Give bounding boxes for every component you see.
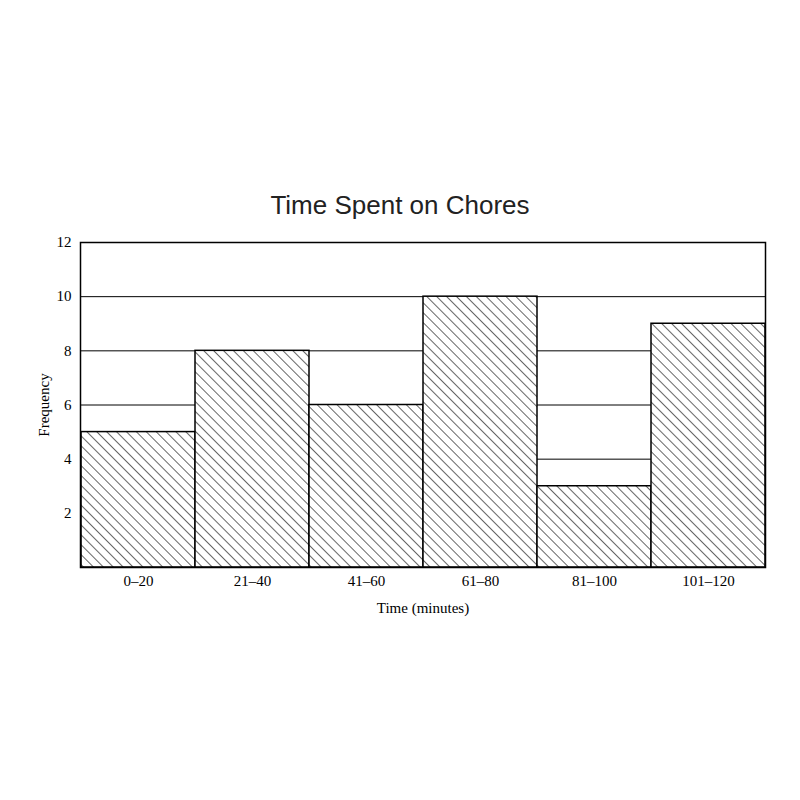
svg-text:0–20: 0–20 [124,573,154,589]
svg-text:41–60: 41–60 [348,573,386,589]
svg-text:4: 4 [64,451,72,467]
svg-text:101–120: 101–120 [682,573,735,589]
svg-text:21–40: 21–40 [234,573,272,589]
svg-text:10: 10 [57,288,72,304]
html-text:Time Spent on Chores: Time Spent on Chores [270,190,530,220]
svg-text:61–80: 61–80 [462,573,500,589]
svg-text:2: 2 [64,505,72,521]
svg-text:Time (minutes): Time (minutes) [377,600,469,617]
svg-text:Frequency: Frequency [36,373,52,437]
svg-text:6: 6 [64,397,72,413]
svg-text:8: 8 [64,343,72,359]
svg-text:81–100: 81–100 [572,573,617,589]
svg-text:12: 12 [57,234,72,250]
